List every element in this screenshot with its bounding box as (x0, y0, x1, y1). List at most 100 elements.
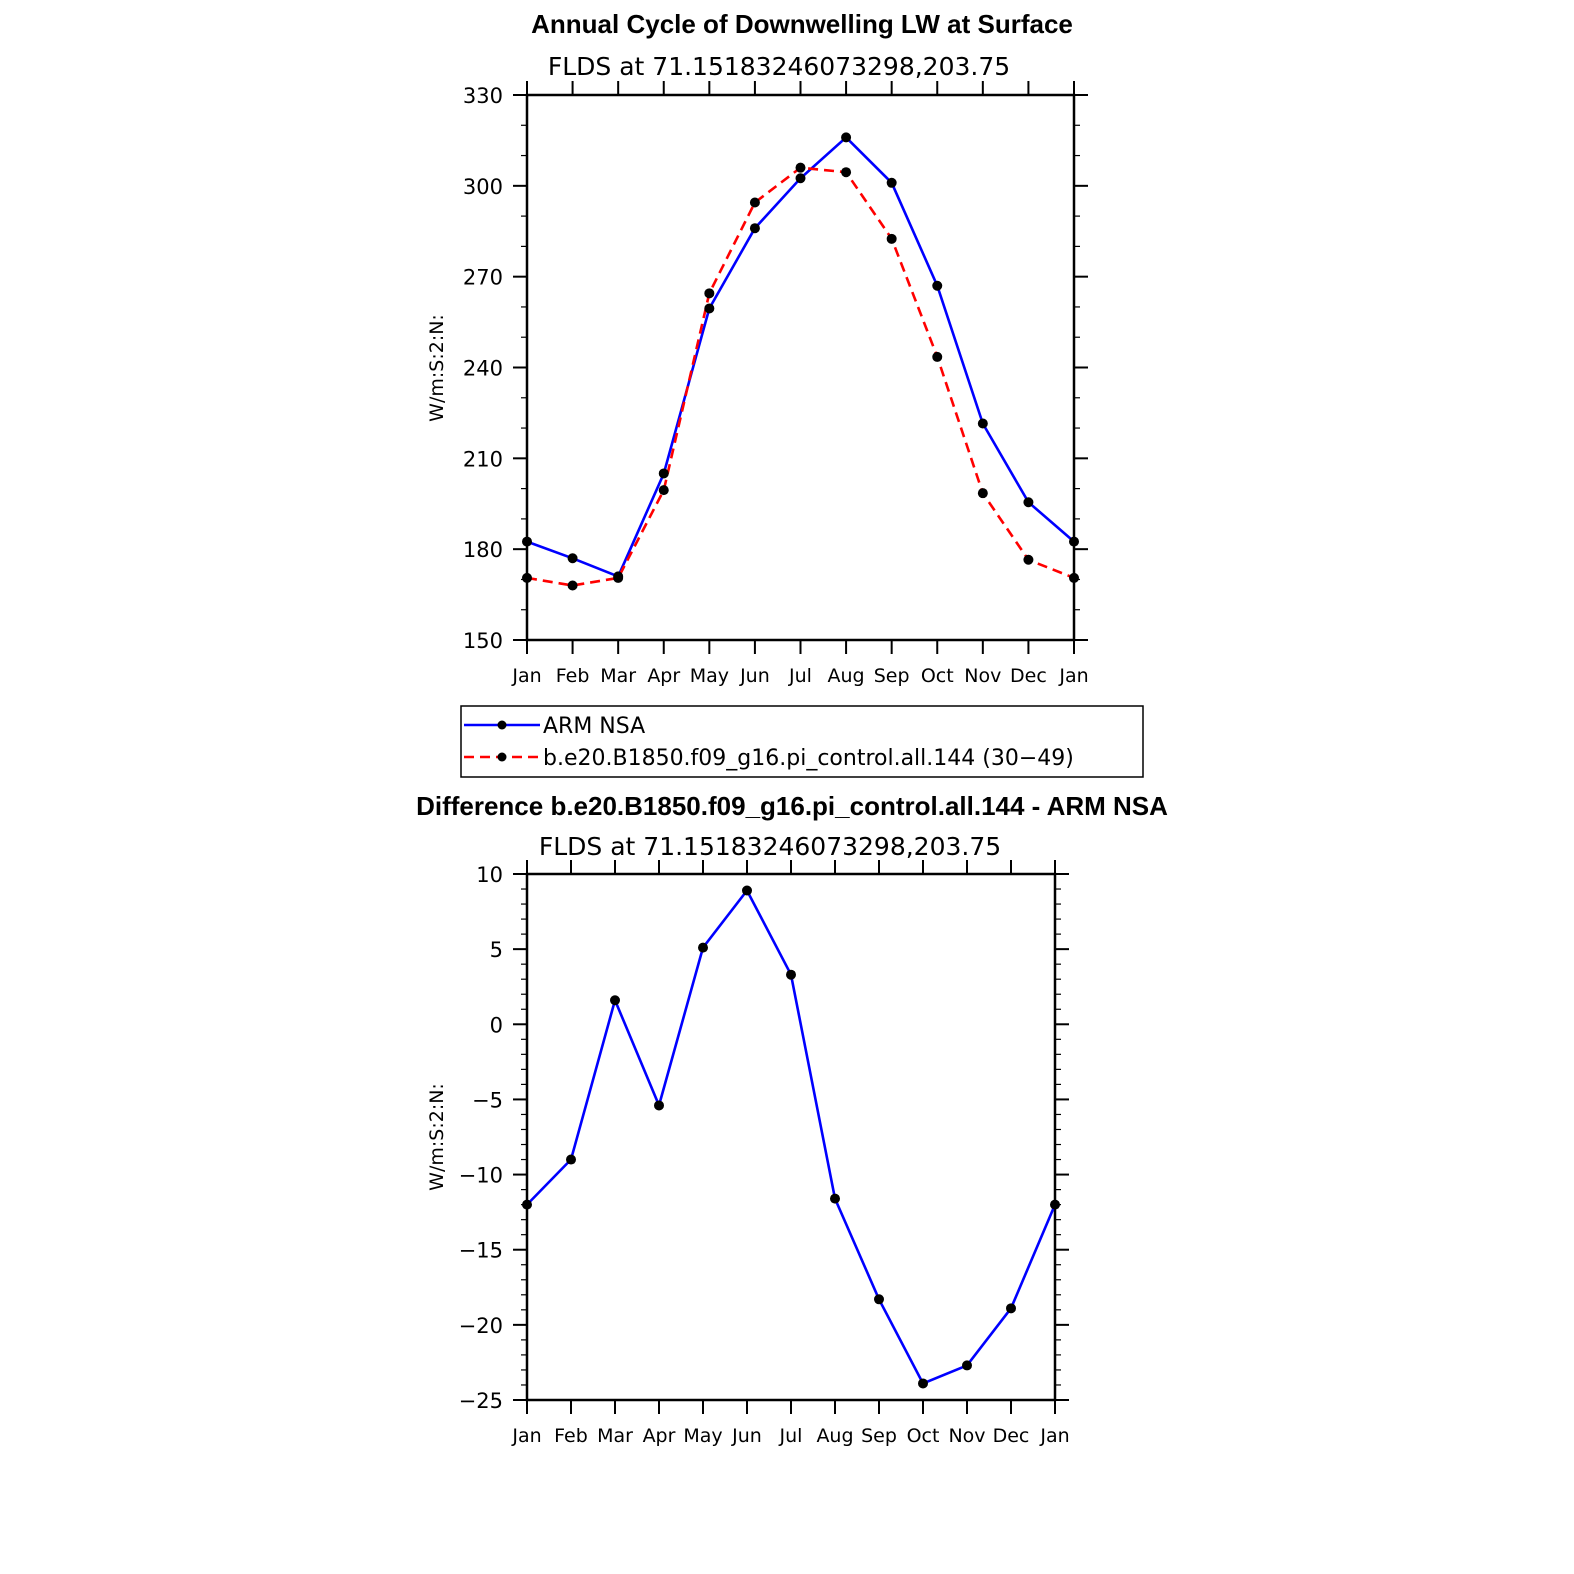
top-chart: Annual Cycle of Downwelling LW at Surfac… (426, 9, 1089, 687)
bottom-chart-series-0-point (962, 1360, 972, 1371)
bottom-chart-y-tick-label: 10 (476, 863, 503, 887)
bottom-chart-y-tick-label: −5 (472, 1088, 503, 1112)
bottom-chart-y-tick-label: −20 (459, 1314, 503, 1338)
top-chart-series-0-point (841, 132, 852, 143)
top-chart-y-tick-label: 210 (463, 447, 503, 471)
top-chart-series-0-point (749, 223, 760, 234)
top-chart-x-tick-label: May (690, 665, 729, 687)
top-chart-series-1-point (1069, 572, 1079, 583)
legend-marker-arm-nsa (497, 720, 507, 730)
bottom-chart-y-tick-label: −15 (459, 1239, 503, 1263)
top-chart-axes: 150 180 210 240 270 300 330 Jan Feb Mar Apr May Jun J… (463, 81, 1089, 687)
top-chart-series-1-point (795, 162, 806, 173)
bottom-chart-x-tick-label: Jul (779, 1425, 803, 1447)
top-chart-series-0-point (1069, 536, 1079, 547)
bottom-chart-x-tick-label: Jan (1039, 1425, 1069, 1447)
top-chart-series (522, 132, 1079, 591)
top-chart-x-tick-label: Feb (556, 665, 590, 687)
top-chart-y-tick-label: 270 (463, 266, 503, 290)
bottom-chart-x-tick-label: Nov (948, 1425, 985, 1447)
top-chart-x-tick-label: Aug (828, 665, 865, 687)
bottom-chart-x-tick-label: Dec (993, 1425, 1030, 1447)
bottom-chart-x-tick-label: Oct (907, 1425, 940, 1447)
top-chart-y-tick-label: 150 (463, 629, 503, 653)
bottom-chart-x-tick-label: Feb (554, 1425, 588, 1447)
bottom-chart-x-tick-label: Jun (731, 1425, 762, 1447)
bottom-chart-plot-frame (525, 872, 1057, 1402)
top-chart-title: Annual Cycle of Downwelling LW at Surfac… (531, 9, 1073, 39)
legend: ARM NSA b.e20.B1850.f09_g16.pi_control.a… (460, 705, 1144, 778)
bottom-chart-x-tick-label: Jan (511, 1425, 541, 1447)
bottom-chart-series-0-point (610, 995, 620, 1006)
bottom-chart-y-axis-label: W/m:S:2:N: (426, 1083, 448, 1191)
top-chart-series-0-point (886, 177, 897, 188)
top-chart-series-0-point (567, 553, 578, 564)
top-chart-series-1-point (1023, 554, 1034, 565)
top-chart-series-0-point (932, 280, 943, 291)
bottom-chart-series (522, 885, 1060, 1389)
bottom-chart-series-0-point (830, 1193, 840, 1204)
top-chart-series-1-point (977, 488, 988, 499)
top-chart-series-1-point (658, 485, 669, 496)
legend-box (460, 705, 1144, 778)
top-chart-x-tick-label: Jul (788, 665, 812, 687)
top-chart-y-tick-label: 240 (463, 357, 503, 381)
top-chart-series-1-point (567, 580, 578, 591)
top-chart-series-1-point (613, 572, 624, 583)
bottom-chart-series-0-point (786, 969, 796, 980)
top-chart-series-1-point (886, 233, 897, 244)
top-chart-x-tick-label: Oct (921, 665, 954, 687)
top-chart-series-1-point (932, 351, 943, 362)
bottom-chart-x-tick-label: Sep (861, 1425, 897, 1447)
bottom-chart-y-tick-label: 5 (490, 938, 503, 962)
bottom-chart: Difference b.e20.B1850.f09_g16.pi_contro… (416, 791, 1168, 1447)
top-chart-subtitle: FLDS at 71.15183246073298,203.75 (548, 52, 1010, 81)
top-chart-series-line-0 (526, 135, 1075, 579)
bottom-chart-subtitle: FLDS at 71.15183246073298,203.75 (539, 832, 1001, 861)
bottom-chart-series-0-point (1006, 1303, 1016, 1314)
top-chart-series-line-1 (526, 166, 1075, 587)
top-chart-series-0-point (658, 468, 669, 479)
top-chart-x-tick-label: Mar (600, 665, 636, 687)
top-chart-y-tick-label: 330 (463, 84, 503, 108)
top-chart-y-axis-label: W/m:S:2:N: (426, 314, 448, 422)
top-chart-series-0-point (704, 303, 715, 314)
bottom-chart-series-0-point (918, 1378, 928, 1389)
top-chart-x-tick-label: Apr (647, 665, 680, 687)
bottom-chart-series-0-point (566, 1154, 576, 1165)
top-chart-x-tick-label: Jan (511, 665, 541, 687)
top-chart-x-tick-label: Sep (874, 665, 910, 687)
top-chart-series-1-point (749, 197, 760, 208)
bottom-chart-y-tick-label: −10 (459, 1164, 503, 1188)
top-chart-x-tick-label: Jun (739, 665, 770, 687)
top-chart-series-0-point (522, 536, 532, 547)
top-chart-series-1-point (841, 167, 852, 178)
top-chart-y-tick-label: 180 (463, 538, 503, 562)
top-chart-series-1-point (704, 288, 715, 299)
top-chart-series-0-point (795, 173, 806, 184)
top-chart-series-1-point (522, 572, 532, 583)
top-chart-y-tick-label: 300 (463, 175, 503, 199)
bottom-chart-series-0-point (654, 1100, 664, 1111)
bottom-chart-series-0-point (1050, 1199, 1060, 1210)
bottom-chart-title: Difference b.e20.B1850.f09_g16.pi_contro… (416, 791, 1168, 821)
legend-label-model: b.e20.B1850.f09_g16.pi_control.all.144 (… (543, 746, 1074, 771)
bottom-chart-series-0-point (698, 942, 708, 953)
top-chart-series-0-point (1023, 497, 1034, 508)
legend-label-arm-nsa: ARM NSA (543, 714, 645, 739)
bottom-chart-x-tick-label: Apr (643, 1425, 676, 1447)
bottom-chart-axes: −25 −20 −15 −10 −5 0 5 10 Jan Feb Mar Apr May Jun Jul A… (459, 860, 1070, 1447)
bottom-chart-series-line-0 (526, 888, 1057, 1386)
bottom-chart-x-tick-label: Mar (597, 1425, 633, 1447)
top-chart-series-0-point (977, 418, 988, 429)
bottom-chart-series-0-point (742, 885, 752, 896)
bottom-chart-series-0-point (874, 1294, 884, 1305)
top-chart-x-tick-label: Dec (1010, 665, 1047, 687)
top-chart-x-tick-label: Nov (964, 665, 1001, 687)
bottom-chart-x-tick-label: Aug (816, 1425, 853, 1447)
bottom-chart-y-tick-label: −25 (459, 1389, 503, 1413)
bottom-chart-series-0-point (522, 1199, 532, 1210)
top-chart-x-tick-label: Jan (1058, 665, 1088, 687)
legend-marker-model (497, 752, 507, 762)
